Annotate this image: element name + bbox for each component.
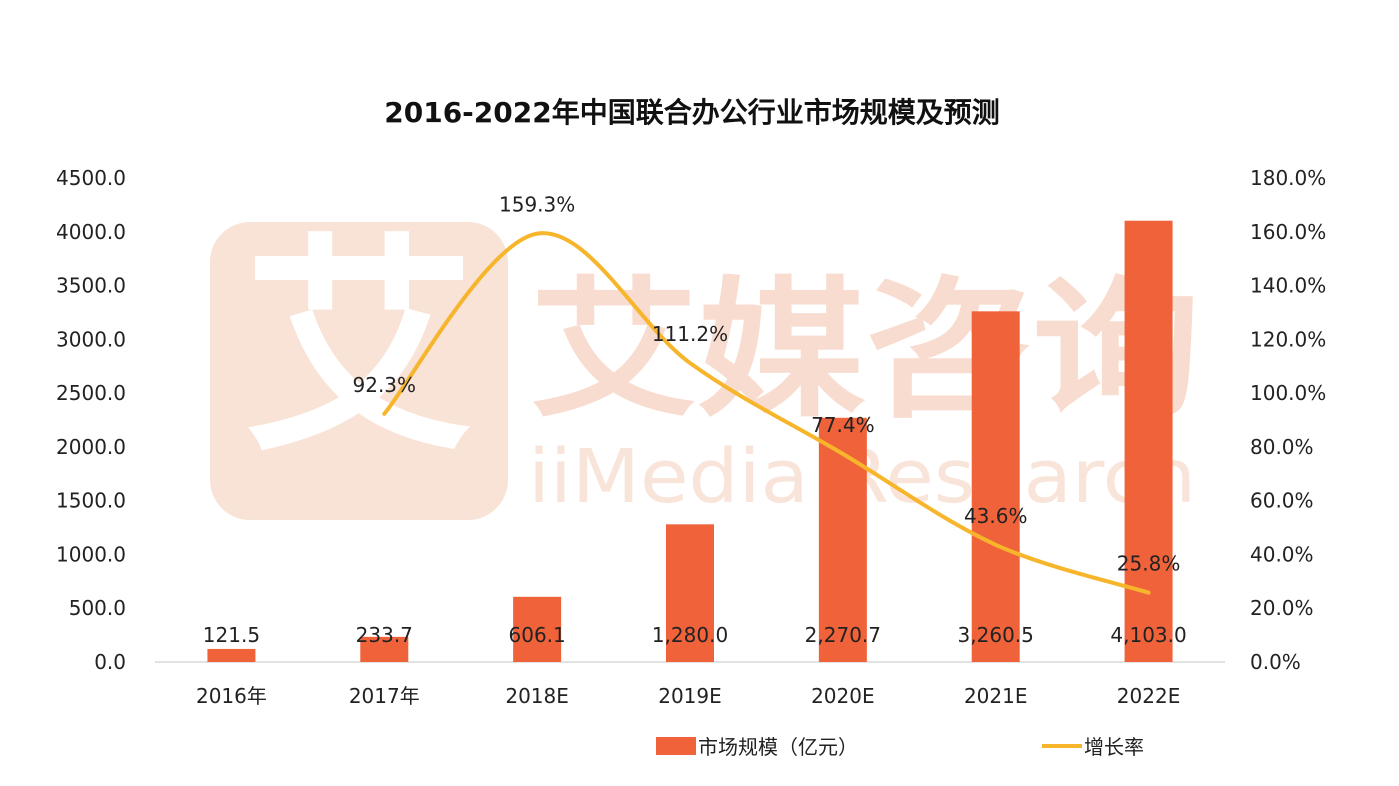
bar	[360, 636, 409, 662]
chart-title: 2016-2022年中国联合办公行业市场规模及预测	[384, 96, 999, 129]
right-axis-tick-label: 180.0%	[1250, 166, 1326, 190]
line-data-labels: 92.3% 159.3% 111.2% 77.4% 43.6% 25.8%	[353, 193, 1181, 576]
legend-label-bar: 市场规模（亿元）	[698, 735, 858, 759]
right-axis-tick-label: 40.0%	[1250, 542, 1314, 566]
bar-data-label: 121.5	[203, 623, 260, 647]
x-axis-tick-label: 2016年	[196, 684, 267, 708]
bar	[207, 648, 256, 662]
right-axis: 0.0% 20.0% 40.0% 60.0% 80.0% 100.0% 120.0% 140.…	[1250, 166, 1326, 674]
x-axis: 2016年 2017年 2018E 2019E 2020E 2021E 2022E	[196, 684, 1180, 708]
legend-swatch-bar	[656, 737, 696, 755]
legend: 市场规模（亿元） 增长率	[656, 735, 1144, 759]
right-axis-tick-label: 120.0%	[1250, 327, 1326, 351]
x-axis-tick-label: 2022E	[1117, 684, 1181, 708]
left-axis-tick-label: 2000.0	[56, 435, 126, 459]
bar-data-label: 4,103.0	[1110, 623, 1186, 647]
bar	[513, 596, 562, 662]
left-axis-tick-label: 3000.0	[56, 327, 126, 351]
bar	[666, 524, 714, 662]
left-axis-tick-label: 1500.0	[56, 489, 126, 513]
bar	[818, 417, 867, 662]
left-axis-tick-label: 0.0	[94, 650, 126, 674]
line-data-label: 111.2%	[652, 322, 728, 346]
watermark-logo-badge	[210, 222, 508, 520]
x-axis-tick-label: 2019E	[658, 684, 722, 708]
bar-data-label: 606.1	[509, 623, 566, 647]
bar-data-label: 3,260.5	[958, 623, 1034, 647]
right-axis-tick-label: 20.0%	[1250, 596, 1314, 620]
left-axis-tick-label: 1000.0	[56, 542, 126, 566]
bar-data-label: 1,280.0	[652, 623, 728, 647]
bar	[971, 311, 1020, 662]
watermark-logo-char: 艾	[244, 216, 474, 483]
growth-rate-line	[382, 231, 1151, 595]
left-axis-tick-label: 3500.0	[56, 274, 126, 298]
bar-data-labels: 121.5 233.7 606.1 1,280.0 2,270.7 3,260.5 4,10…	[203, 623, 1187, 647]
right-axis-tick-label: 80.0%	[1250, 435, 1314, 459]
bar	[1124, 220, 1173, 662]
left-axis-tick-label: 500.0	[69, 596, 126, 620]
left-axis: 0.0 500.0 1000.0 1500.0 2000.0 2500.0 3000.0 35…	[56, 166, 126, 674]
x-axis-tick-label: 2021E	[964, 684, 1028, 708]
line-data-label: 92.3%	[353, 373, 417, 397]
line-data-label: 159.3%	[499, 193, 575, 217]
legend-label-line: 增长率	[1084, 735, 1144, 759]
watermark: 艾 艾媒咨询 iiMedia Research	[210, 216, 1200, 520]
x-axis-tick-label: 2017年	[349, 684, 420, 708]
left-axis-tick-label: 4500.0	[56, 166, 126, 190]
line-data-label: 25.8%	[1117, 552, 1181, 576]
watermark-name-cn: 艾媒咨询	[530, 264, 1200, 438]
bar-data-label: 233.7	[356, 623, 413, 647]
line-data-label: 77.4%	[811, 413, 875, 437]
right-axis-tick-label: 140.0%	[1250, 274, 1326, 298]
x-axis-tick-label: 2020E	[811, 684, 875, 708]
right-axis-tick-label: 0.0%	[1250, 650, 1301, 674]
left-axis-tick-label: 4000.0	[56, 220, 126, 244]
bar-data-label: 2,270.7	[805, 623, 881, 647]
x-axis-tick-label: 2018E	[505, 684, 569, 708]
right-axis-tick-label: 160.0%	[1250, 220, 1326, 244]
line-data-label: 43.6%	[964, 504, 1028, 528]
line-series	[382, 231, 1151, 595]
right-axis-tick-label: 100.0%	[1250, 381, 1326, 405]
left-axis-tick-label: 2500.0	[56, 381, 126, 405]
right-axis-tick-label: 60.0%	[1250, 489, 1314, 513]
